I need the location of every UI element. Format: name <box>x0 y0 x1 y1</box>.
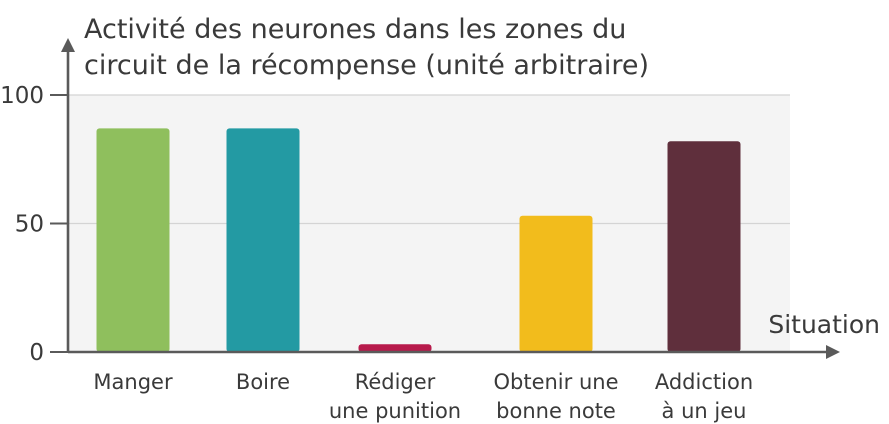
bar-4 <box>667 141 741 352</box>
bars <box>96 128 741 352</box>
y-tick-label-0: 0 <box>29 340 44 366</box>
bar-3 <box>519 215 593 352</box>
x-tick-label-3-line-1: bonne note <box>496 399 616 423</box>
x-tick-label-4-line-1: à un jeu <box>662 399 747 423</box>
x-tick-label-4-line-0: Addiction <box>655 370 753 394</box>
x-tick-label-3-line-0: Obtenir une <box>493 370 618 394</box>
x-tick-label-2-line-0: Rédiger <box>355 370 436 394</box>
y-tick-label-100: 100 <box>0 83 44 109</box>
bar-2 <box>358 344 432 352</box>
axes <box>61 38 840 359</box>
x-axis-label: Situation <box>768 310 880 339</box>
y-ticks: 0 50 100 <box>0 83 68 366</box>
x-axis-arrow <box>826 345 840 359</box>
bar-0 <box>96 128 170 352</box>
chart-title-line-0: Activité des neurones dans les zones du <box>84 14 626 45</box>
x-tick-label-0-line-0: Manger <box>93 370 173 394</box>
bar-1 <box>226 128 300 352</box>
chart-title-line-1: circuit de la récompense (unité arbitrai… <box>84 50 649 81</box>
y-tick-label-50: 50 <box>15 212 44 238</box>
x-tick-label-1-line-0: Boire <box>236 370 290 394</box>
x-tick-labels: Manger Boire Rédiger une punition Obtenir un… <box>93 370 753 423</box>
x-tick-label-2-line-1: une punition <box>329 399 461 423</box>
chart-title: Activité des neurones dans les zones du c… <box>84 14 649 81</box>
y-axis-arrow <box>61 38 75 52</box>
